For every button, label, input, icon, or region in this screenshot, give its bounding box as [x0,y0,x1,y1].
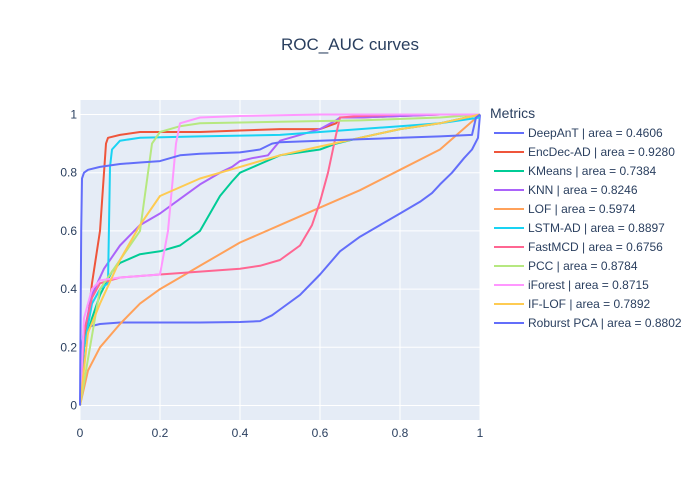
legend-label: EncDec-AD | area = 0.9280 [528,145,675,159]
legend-label: KNN | area = 0.8246 [528,183,638,197]
legend-item[interactable]: FastMCD | area = 0.6756 [494,240,663,254]
legend-title: Metrics [490,105,535,121]
series-line-8 [79,113,480,406]
series-line-4 [79,113,481,406]
chart-title: ROC_AUC curves [281,35,419,54]
legend-item[interactable]: DeepAnT | area = 0.4606 [494,126,663,140]
legend-label: LOF | area = 0.5974 [528,202,636,216]
x-tick-label: 0.2 [152,426,169,440]
legend-item[interactable]: EncDec-AD | area = 0.9280 [494,145,675,159]
series-line-0 [79,114,481,406]
x-tick-label: 0 [77,426,84,440]
legend-item[interactable]: KMeans | area = 0.7384 [494,164,657,178]
legend-label: Roburst PCA | area = 0.8802 [528,316,682,330]
series-line-9 [79,113,481,406]
series-lines [79,113,481,406]
legend-item[interactable]: iForest | area = 0.8715 [494,278,649,292]
y-tick-label: 0.2 [60,340,77,354]
legend-label: FastMCD | area = 0.6756 [528,240,663,254]
legend-item[interactable]: KNN | area = 0.8246 [494,183,638,197]
x-tick-label: 1 [477,426,484,440]
legend-item[interactable]: Roburst PCA | area = 0.8802 [494,316,682,330]
legend-label: DeepAnT | area = 0.4606 [528,126,663,140]
legend-label: LSTM-AD | area = 0.8897 [528,221,665,235]
legend-label: IF-LOF | area = 0.7892 [528,297,651,311]
legend[interactable]: Metrics DeepAnT | area = 0.4606 EncDec-AD… [490,105,682,330]
x-tick-label: 0.4 [232,426,249,440]
legend-label: iForest | area = 0.8715 [528,278,649,292]
axis-ticks: 0 0.2 0.4 0.6 0.8 1 0 0.2 0.4 0.6 0.8 1 [60,108,483,440]
y-tick-label: 0.6 [60,224,77,238]
series-line-6 [79,113,480,406]
legend-item[interactable]: IF-LOF | area = 0.7892 [494,297,651,311]
x-tick-label: 0.6 [312,426,329,440]
y-tick-label: 0 [70,398,77,412]
series-line-5 [79,116,481,406]
legend-label: KMeans | area = 0.7384 [528,164,657,178]
y-tick-label: 0.4 [60,282,77,296]
series-line-10 [79,113,481,406]
y-tick-label: 0.8 [60,166,77,180]
y-tick-label: 1 [70,108,77,122]
x-tick-label: 0.8 [392,426,409,440]
legend-item[interactable]: PCC | area = 0.8784 [494,259,638,273]
legend-item[interactable]: LSTM-AD | area = 0.8897 [494,221,665,235]
legend-label: PCC | area = 0.8784 [528,259,638,273]
legend-item[interactable]: LOF | area = 0.5974 [494,202,636,216]
